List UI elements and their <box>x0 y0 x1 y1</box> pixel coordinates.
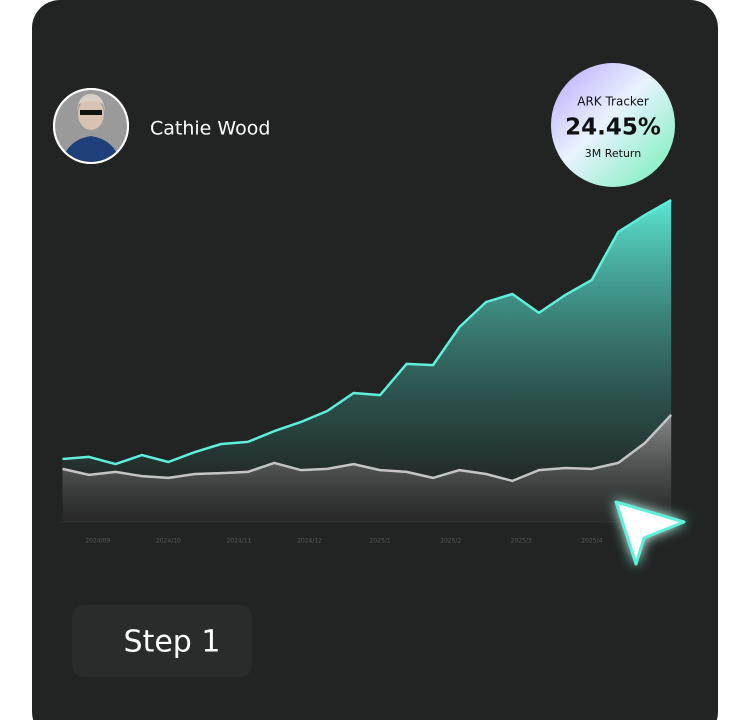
badge-title: ARK Tracker <box>577 95 649 109</box>
x-tick-label: 2024/11 <box>226 538 251 545</box>
avatar <box>53 88 129 164</box>
x-tick-label: 2025/4 <box>581 538 602 545</box>
cursor <box>614 500 686 566</box>
x-tick-label: 2025/2 <box>440 538 461 545</box>
x-tick-label: 2025/3 <box>511 538 532 545</box>
x-tick-label: 2024/12 <box>297 538 322 545</box>
x-tick-label: 2025/1 <box>370 538 391 545</box>
area <box>62 200 672 522</box>
profile-name: Cathie Wood <box>150 118 270 140</box>
area <box>62 414 672 522</box>
x-tick-label: 2024/10 <box>156 538 181 545</box>
step-button[interactable] <box>72 605 252 677</box>
x-tick-label: 2024/09 <box>85 538 110 545</box>
step-label: Step 1 <box>124 625 221 660</box>
card <box>32 0 718 720</box>
badge-caption: 3M Return <box>585 147 642 160</box>
badge <box>551 63 675 187</box>
line <box>62 199 672 466</box>
line <box>62 414 673 483</box>
badge-value: 24.45% <box>565 115 661 141</box>
chart: 2024/09 2024/10 2024/11 2024/12 2025/1 2025/2… <box>59 199 673 545</box>
